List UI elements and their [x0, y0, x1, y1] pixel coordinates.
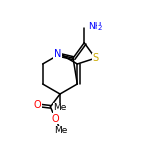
Text: 2: 2: [97, 25, 102, 31]
Text: NH: NH: [88, 22, 102, 31]
Text: O: O: [34, 100, 41, 110]
Text: O: O: [52, 114, 59, 124]
Text: N: N: [54, 49, 61, 59]
Text: Me: Me: [54, 126, 67, 135]
Text: S: S: [92, 53, 98, 63]
Text: Me: Me: [53, 104, 67, 112]
